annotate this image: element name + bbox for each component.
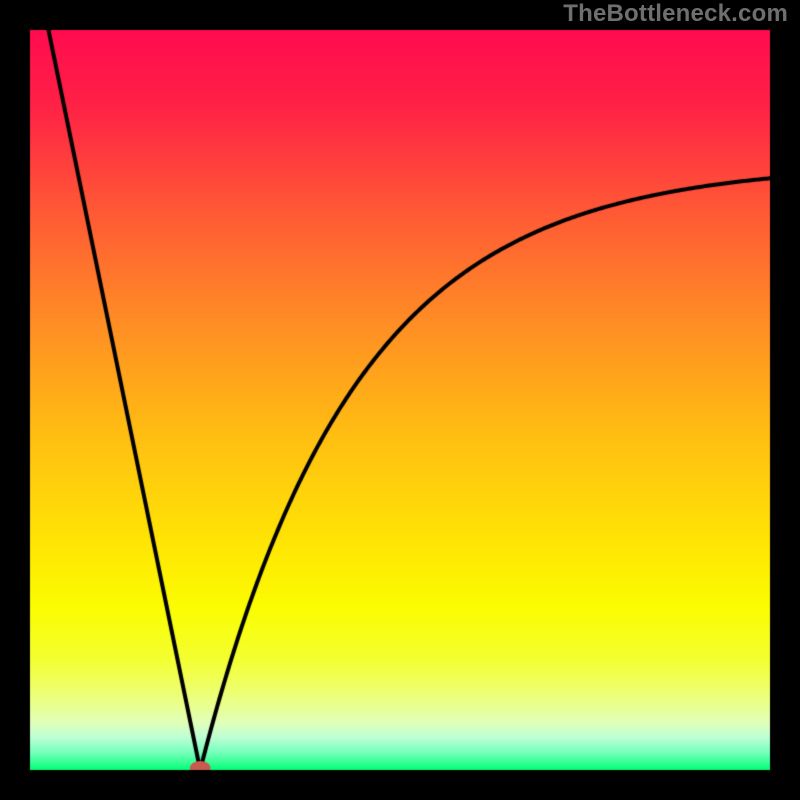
chart-container: TheBottleneck.com bbox=[0, 0, 800, 800]
bottleneck-chart-canvas bbox=[0, 0, 800, 800]
watermark-label: TheBottleneck.com bbox=[563, 0, 788, 28]
